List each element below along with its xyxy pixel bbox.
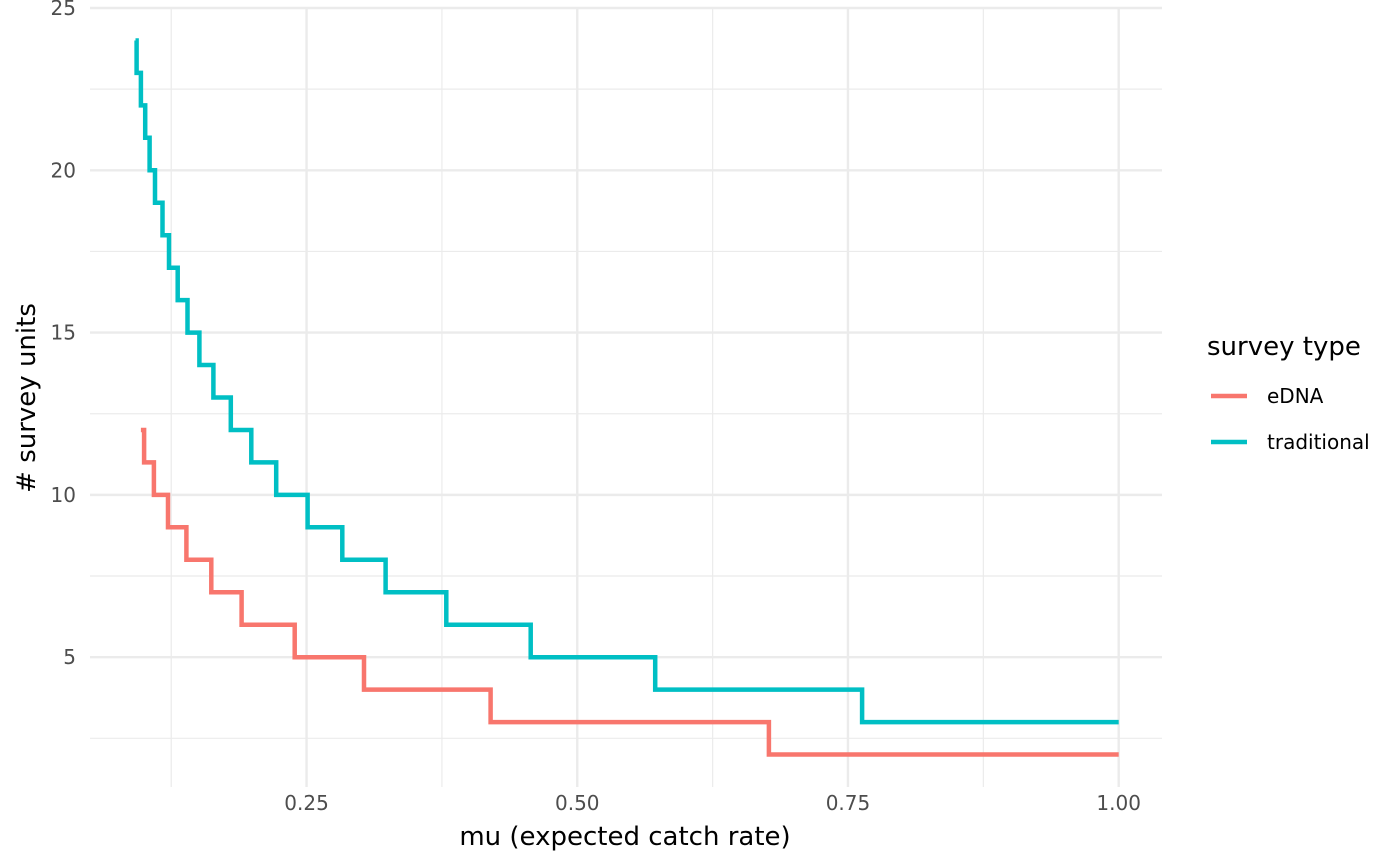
- series-line-edna: [140, 427, 1119, 757]
- series-layer: [134, 38, 1119, 757]
- legend-label-traditional: traditional: [1267, 430, 1370, 454]
- y-tick-label: 5: [63, 645, 76, 669]
- x-tick-labels: 0.25 0.50 0.75 1.00: [284, 791, 1141, 815]
- x-tick-label: 0.75: [826, 791, 871, 815]
- legend: survey type eDNA traditional: [1207, 332, 1370, 454]
- legend-label-edna: eDNA: [1267, 384, 1324, 408]
- y-tick-label: 25: [51, 0, 76, 20]
- grid-minor: [90, 8, 1162, 787]
- y-tick-labels: 5 10 15 20 25: [51, 0, 76, 669]
- y-axis-title: # survey units: [12, 303, 42, 493]
- x-axis-title: mu (expected catch rate): [459, 822, 790, 852]
- legend-title: survey type: [1207, 332, 1361, 362]
- series-line-traditional: [134, 38, 1119, 725]
- y-tick-label: 15: [51, 321, 76, 345]
- grid-major: [90, 6, 1162, 787]
- y-tick-label: 10: [51, 483, 76, 507]
- legend-items: eDNA traditional: [1211, 384, 1370, 454]
- y-tick-label: 20: [51, 158, 76, 182]
- x-tick-label: 0.25: [284, 791, 329, 815]
- x-tick-label: 1.00: [1096, 791, 1141, 815]
- x-tick-label: 0.50: [555, 791, 600, 815]
